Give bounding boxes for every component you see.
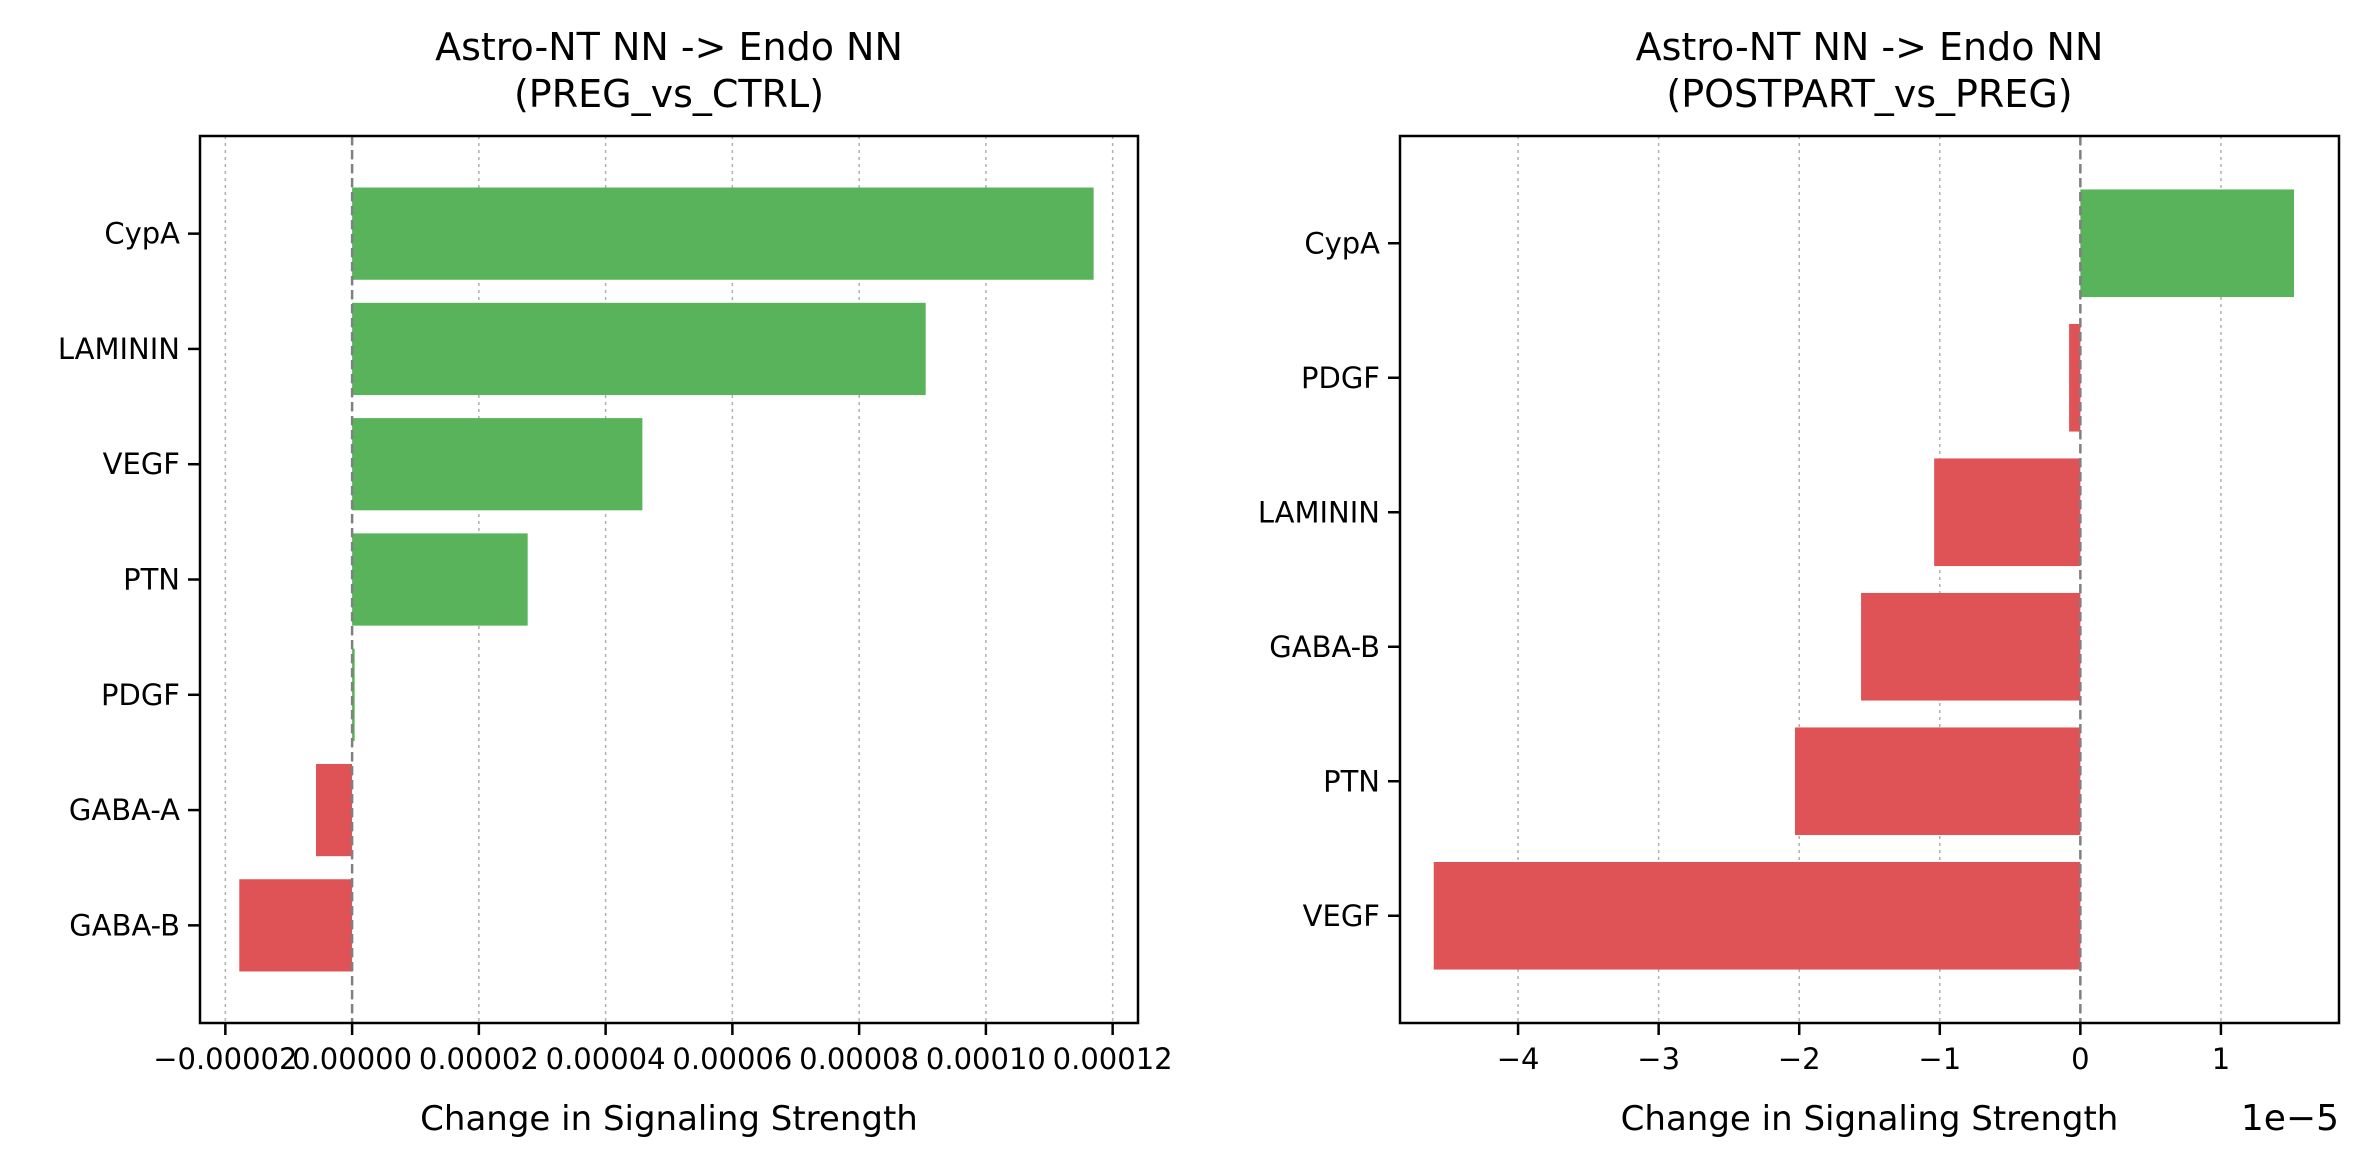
x-tick-label: 0.00000 xyxy=(292,1042,412,1076)
y-tick-label: GABA-B xyxy=(69,908,180,942)
chart-panel-2: CypA PDGF LAMININ GABA-B PTN VEGF −4 −3 −2 −1 0 1 Ch… xyxy=(1258,25,2341,1139)
x-tick-label: 0.00010 xyxy=(926,1042,1046,1076)
x-tick-label: 1 xyxy=(2212,1042,2230,1076)
chart-title: (PREG_vs_CTRL) xyxy=(514,72,824,116)
x-tick-label: −2 xyxy=(1778,1042,1821,1076)
bar-laminin xyxy=(352,302,926,396)
bar-cypa xyxy=(352,187,1094,280)
bar-vegf xyxy=(1433,861,2081,970)
bar-ptn xyxy=(1794,727,2081,836)
x-tick-label: 0.00012 xyxy=(1053,1042,1173,1076)
bar-cypa xyxy=(2080,189,2295,298)
y-tick-label: PDGF xyxy=(101,678,180,712)
x-axis-label: Change in Signaling Strength xyxy=(420,1099,918,1139)
bar-pdgf xyxy=(352,648,355,741)
x-tick-label: −0.00002 xyxy=(153,1042,297,1076)
chart-title: Astro-NT NN -> Endo NN xyxy=(1636,25,2104,69)
y-tick-label: PTN xyxy=(123,563,180,597)
chart-title: Astro-NT NN -> Endo NN xyxy=(435,25,903,69)
y-tick-label: PTN xyxy=(1323,764,1380,798)
x-axis-label: Change in Signaling Strength xyxy=(1621,1099,2119,1139)
x-tick-label: −3 xyxy=(1637,1042,1680,1076)
y-tick-label: PDGF xyxy=(1301,361,1380,395)
bar-vegf xyxy=(352,418,643,511)
y-tick-label: VEGF xyxy=(103,447,180,481)
y-tick-label: CypA xyxy=(1304,226,1380,260)
bar-gaba-b xyxy=(239,879,353,972)
plot-frame xyxy=(1398,134,2341,1025)
y-tick-label: GABA-A xyxy=(69,793,180,827)
bar-gaba-b xyxy=(1861,592,2081,701)
chart-panel-1: CypA LAMININ VEGF PTN PDGF GABA-A GABA-B −0.000… xyxy=(58,25,1173,1139)
x-offset-label: 1e−5 xyxy=(2241,1098,2339,1139)
chart-title: (POSTPART_vs_PREG) xyxy=(1666,72,2072,116)
x-tick-label: 0.00002 xyxy=(419,1042,539,1076)
x-tick-label: 0 xyxy=(2071,1042,2089,1076)
bar-pdgf xyxy=(2069,323,2081,432)
y-tick-label: VEGF xyxy=(1303,899,1380,933)
x-tick-label: −1 xyxy=(1918,1042,1961,1076)
x-tick-label: −4 xyxy=(1497,1042,1540,1076)
y-tick-label: GABA-B xyxy=(1269,630,1380,664)
bar-ptn xyxy=(352,533,528,626)
x-tick-label: 0.00006 xyxy=(672,1042,792,1076)
x-tick-label: 0.00008 xyxy=(799,1042,919,1076)
x-tick-label: 0.00004 xyxy=(546,1042,666,1076)
bar-laminin xyxy=(1934,458,2081,567)
y-tick-label: LAMININ xyxy=(1258,495,1380,529)
bar-gaba-a xyxy=(315,763,353,857)
y-tick-label: CypA xyxy=(104,217,180,251)
y-tick-label: LAMININ xyxy=(58,332,180,366)
